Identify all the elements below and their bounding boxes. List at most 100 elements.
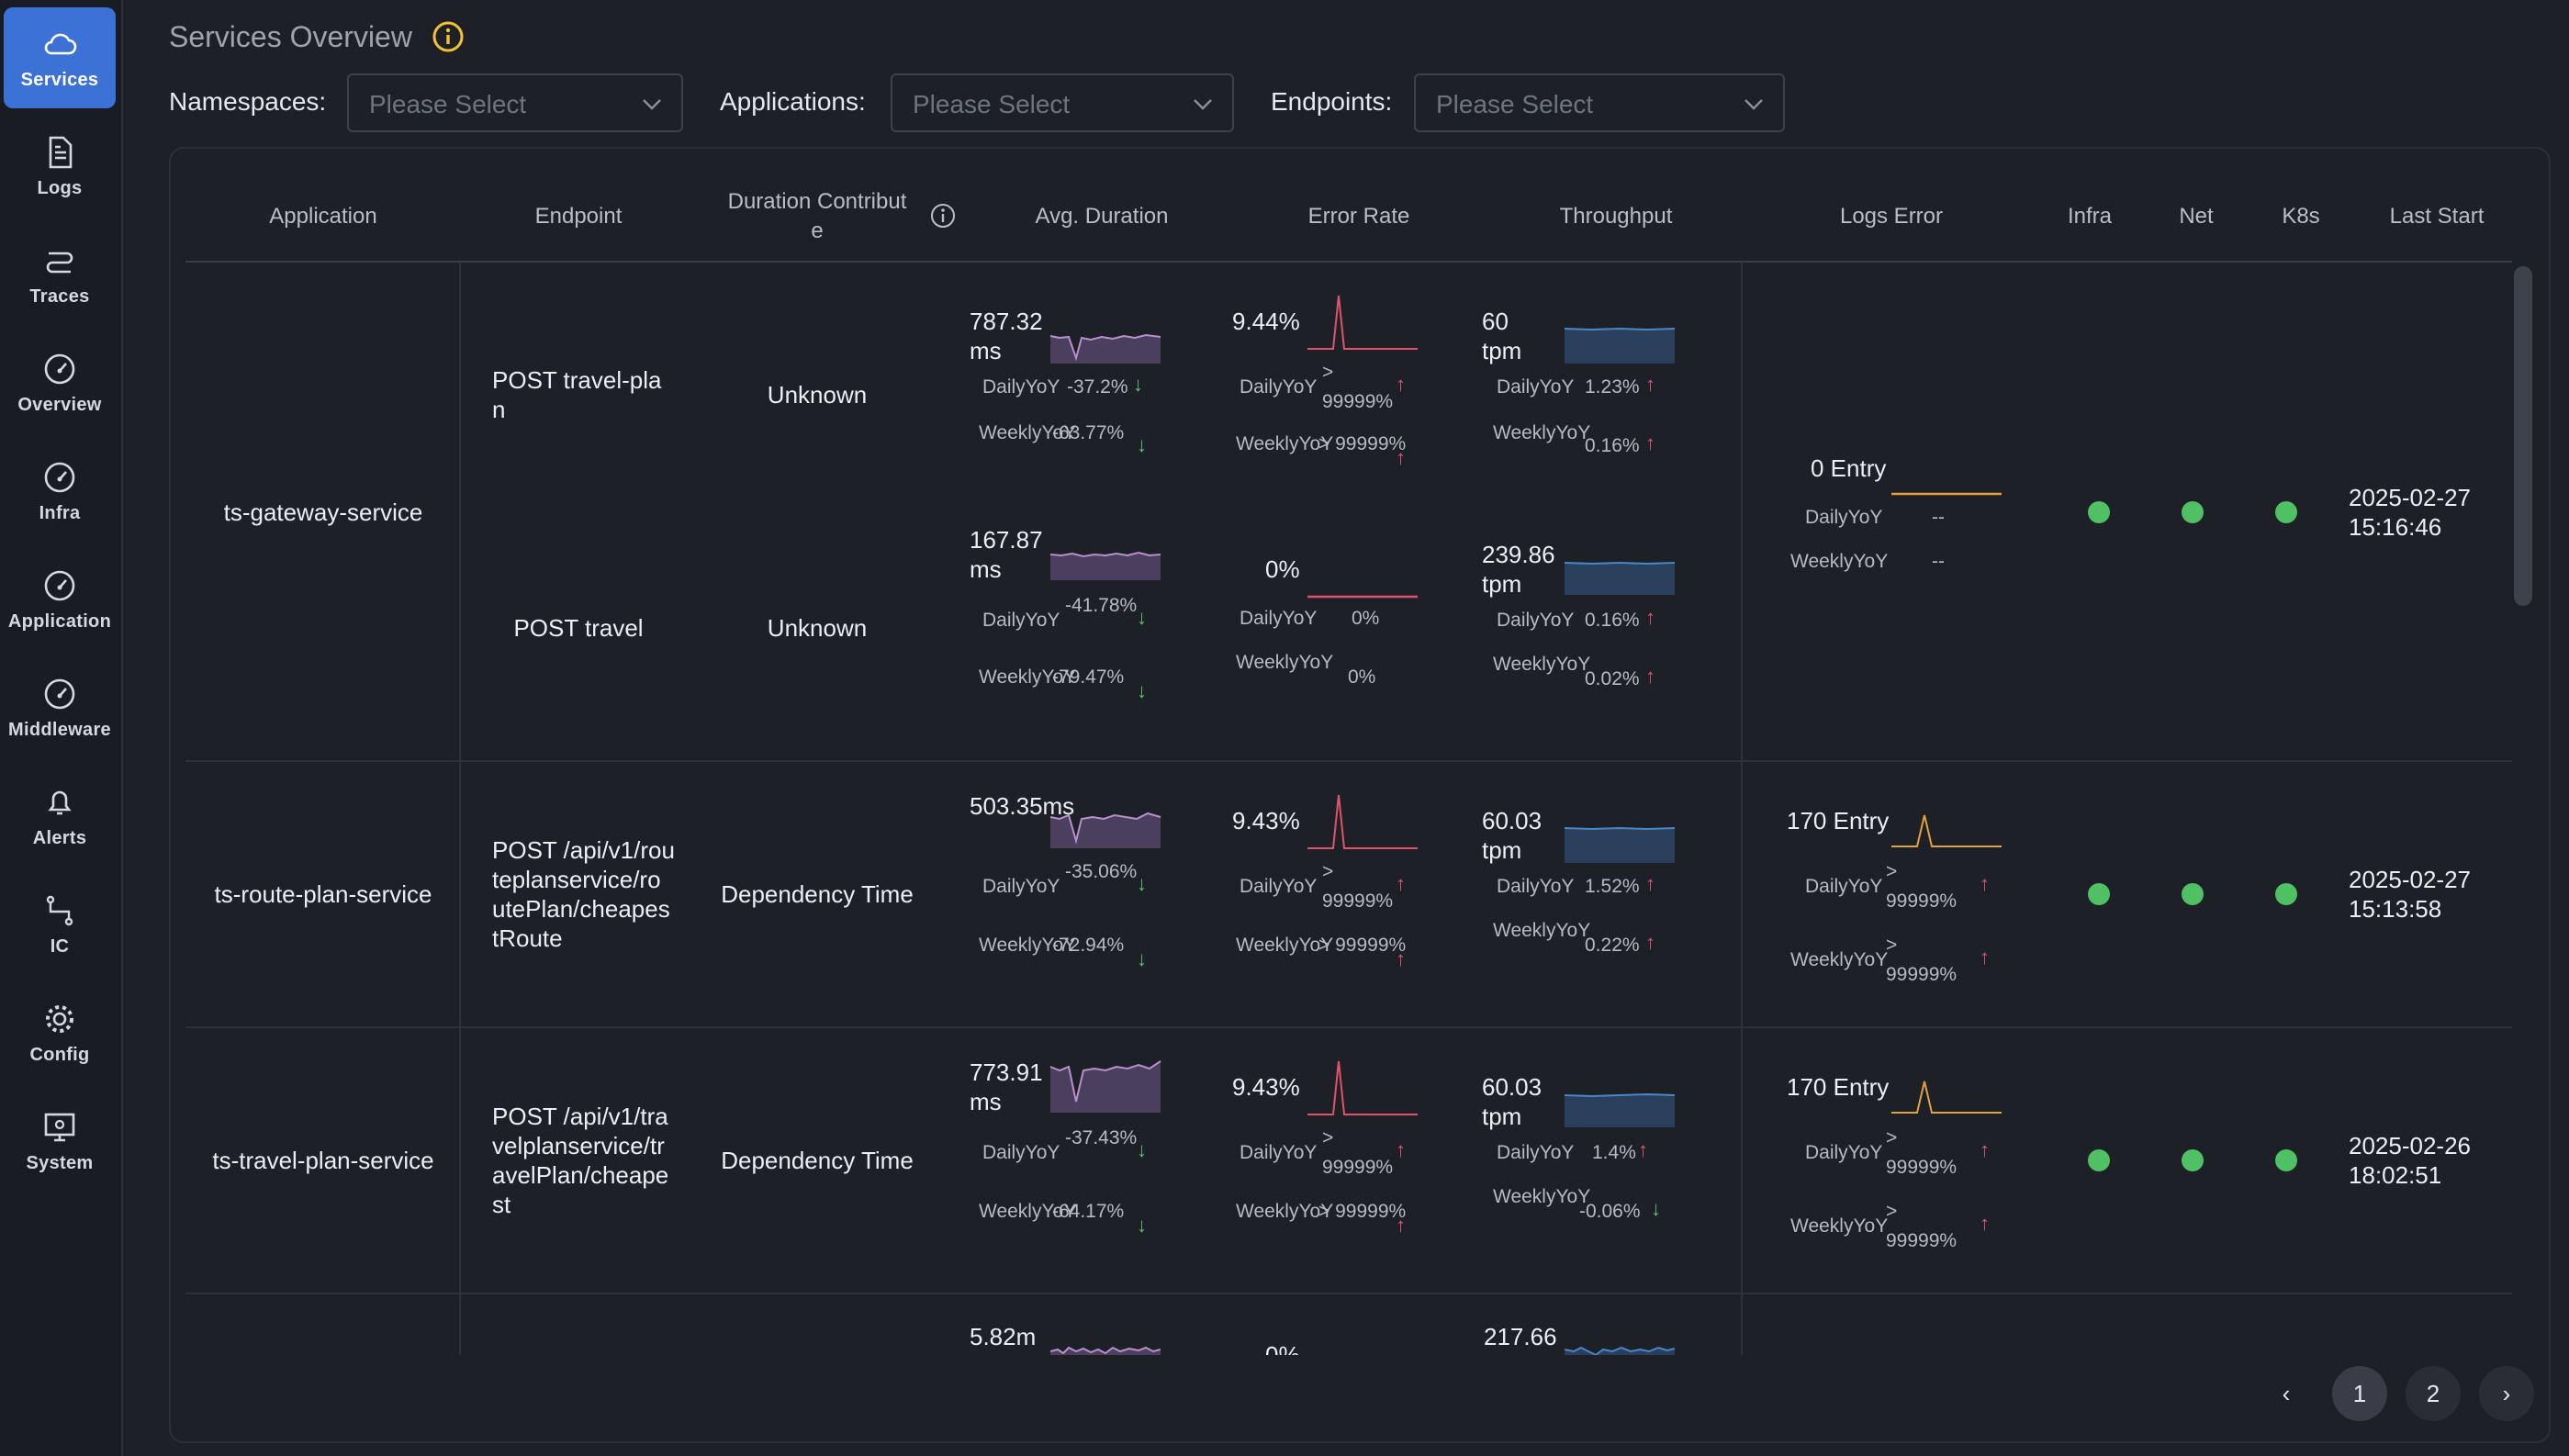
weekly-yoy-label: WeeklyYoY bbox=[1236, 433, 1334, 454]
document-icon bbox=[49, 136, 73, 168]
sidebar-item-label: IC bbox=[50, 935, 70, 957]
error-rate-sparkline bbox=[1307, 794, 1418, 849]
sidebar-item-ic[interactable]: IC bbox=[4, 874, 116, 975]
arrow-up-icon: ↑ bbox=[1645, 431, 1655, 454]
logs-error-sparkline bbox=[1891, 814, 2002, 847]
arrow-up-icon: ↑ bbox=[1396, 1138, 1406, 1161]
net-status-dot[interactable] bbox=[2182, 1149, 2204, 1171]
logs-error-value: 0 Entry bbox=[1811, 454, 1887, 482]
gauge-icon bbox=[44, 570, 75, 600]
column-header-net[interactable]: Net bbox=[2179, 204, 2214, 229]
column-header-error-rate[interactable]: Error Rate bbox=[1307, 204, 1410, 229]
table-scrollbar[interactable] bbox=[2514, 266, 2532, 606]
applications-placeholder: Please Select bbox=[913, 90, 1071, 118]
arrow-up-icon: ↑ bbox=[1645, 872, 1655, 895]
sidebar-item-application[interactable]: Application bbox=[4, 549, 116, 650]
logs-error-value: 170 Entry bbox=[1787, 807, 1890, 834]
endpoints-select[interactable]: Please Select bbox=[1414, 73, 1785, 132]
arrow-up-icon: ↑ bbox=[1638, 1138, 1648, 1161]
column-header-logs-error[interactable]: Logs Error bbox=[1839, 204, 1944, 229]
sidebar-item-alerts[interactable]: Alerts bbox=[4, 766, 116, 867]
applications-select[interactable]: Please Select bbox=[891, 73, 1234, 132]
gauge-icon bbox=[44, 462, 75, 492]
k8s-status-dot[interactable] bbox=[2275, 883, 2297, 905]
weekly-yoy-label: WeeklyYoY bbox=[979, 935, 1077, 956]
net-status-dot[interactable] bbox=[2182, 501, 2204, 523]
k8s-status-dot[interactable] bbox=[2275, 501, 2297, 523]
namespaces-select[interactable]: Please Select bbox=[347, 73, 683, 132]
avg-duration-value: 167.87 ms bbox=[970, 526, 1043, 583]
daily-yoy-value: > 99999% bbox=[1322, 861, 1394, 912]
sidebar-item-traces[interactable]: Traces bbox=[4, 224, 116, 325]
endpoint-name[interactable]: POST travel-pla n bbox=[492, 366, 662, 423]
infra-status-dot[interactable] bbox=[2088, 501, 2110, 523]
endpoint-name[interactable]: POST travel bbox=[513, 614, 644, 642]
application-name[interactable]: ts-travel-plan-service bbox=[212, 1147, 434, 1174]
daily-yoy-value: -35.06% bbox=[1065, 861, 1138, 882]
column-divider bbox=[1741, 263, 1743, 1355]
error-rate-value: 0% bbox=[1265, 1341, 1300, 1355]
error-rate-value: 9.43% bbox=[1232, 807, 1300, 834]
column-header-endpoint[interactable]: Endpoint bbox=[534, 204, 623, 229]
chevron-down-icon bbox=[1744, 99, 1763, 110]
daily-yoy-label: DailyYoY bbox=[982, 610, 1060, 631]
throughput-sparkline bbox=[1564, 826, 1676, 863]
sidebar-item-middleware[interactable]: Middleware bbox=[4, 657, 116, 758]
pagination-prev-button[interactable]: ‹ bbox=[2282, 1379, 2291, 1407]
logs-error-value: 170 Entry bbox=[1787, 1073, 1890, 1101]
logs-error-sparkline bbox=[1891, 1081, 2002, 1114]
daily-yoy-label: DailyYoY bbox=[1497, 1142, 1575, 1163]
sidebar-item-services[interactable]: Services bbox=[4, 7, 116, 108]
k8s-status-dot[interactable] bbox=[2275, 1149, 2297, 1171]
weekly-yoy-label: WeeklyYoY bbox=[1790, 949, 1889, 970]
endpoint-name[interactable]: POST /api/v1/tra velplanservice/tr avelPla… bbox=[492, 1103, 669, 1218]
sidebar-item-label: Middleware bbox=[8, 719, 111, 740]
weekly-yoy-value: 0.22% bbox=[1585, 935, 1640, 956]
info-icon[interactable] bbox=[929, 202, 957, 230]
column-header-duration-contribute[interactable]: Duration Contribut e bbox=[727, 189, 907, 243]
arrow-down-icon: ↓ bbox=[1133, 373, 1143, 396]
avg-duration-value: 773.91 ms bbox=[970, 1058, 1043, 1115]
arrow-up-icon: ↑ bbox=[1980, 1138, 1990, 1161]
pagination-page-2[interactable]: 2 bbox=[2406, 1366, 2461, 1421]
daily-yoy-label: DailyYoY bbox=[1497, 876, 1575, 897]
weekly-yoy-label: WeeklyYoY bbox=[1493, 419, 1590, 448]
error-rate-sparkline bbox=[1307, 595, 1418, 599]
error-rate-sparkline bbox=[1307, 1060, 1418, 1115]
arrow-down-icon: ↓ bbox=[1137, 1214, 1147, 1237]
column-header-infra[interactable]: Infra bbox=[2067, 204, 2113, 229]
sidebar-item-logs[interactable]: Logs bbox=[4, 116, 116, 217]
row-divider bbox=[185, 760, 2512, 762]
pagination-page-1[interactable]: 1 bbox=[2332, 1366, 2387, 1421]
infra-status-dot[interactable] bbox=[2088, 1149, 2110, 1171]
application-name[interactable]: ts-gateway-service bbox=[223, 498, 423, 526]
application-name[interactable]: ts-route-plan-service bbox=[214, 880, 432, 908]
daily-yoy-value: > 99999% bbox=[1886, 1127, 1958, 1178]
weekly-yoy-label: WeeklyYoY bbox=[1493, 650, 1590, 679]
daily-yoy-label: DailyYoY bbox=[1240, 376, 1318, 398]
pagination-next-button[interactable]: › bbox=[2479, 1366, 2534, 1421]
throughput-sparkline bbox=[1564, 1092, 1676, 1127]
logs-error-sparkline bbox=[1891, 492, 2002, 496]
cloud-icon bbox=[44, 33, 77, 54]
column-header-application[interactable]: Application bbox=[269, 204, 377, 229]
sidebar-item-system[interactable]: System bbox=[4, 1091, 116, 1192]
sidebar-item-config[interactable]: Config bbox=[4, 982, 116, 1083]
column-header-k8s[interactable]: K8s bbox=[2282, 204, 2320, 229]
weekly-yoy-label: WeeklyYoY bbox=[979, 1201, 1077, 1222]
endpoint-name[interactable]: POST /api/v1/rou teplanservice/ro utePlan/… bbox=[492, 836, 675, 952]
sidebar-item-infra[interactable]: Infra bbox=[4, 441, 116, 542]
infra-status-dot[interactable] bbox=[2088, 883, 2110, 905]
sidebar-item-overview[interactable]: Overview bbox=[4, 332, 116, 433]
monitor-icon bbox=[44, 1113, 75, 1141]
arrow-up-icon: ↑ bbox=[1645, 373, 1655, 396]
info-icon[interactable] bbox=[432, 20, 465, 53]
last-start: 2025-02-27 15:16:46 bbox=[2349, 484, 2471, 541]
column-header-last-start[interactable]: Last Start bbox=[2389, 204, 2485, 229]
column-header-avg-duration[interactable]: Avg. Duration bbox=[1035, 204, 1169, 229]
column-header-throughput[interactable]: Throughput bbox=[1559, 204, 1673, 229]
arrow-up-icon: ↑ bbox=[1645, 931, 1655, 954]
daily-yoy-label: DailyYoY bbox=[1497, 610, 1575, 631]
net-status-dot[interactable] bbox=[2182, 883, 2204, 905]
sidebar-item-label: Logs bbox=[37, 177, 83, 198]
